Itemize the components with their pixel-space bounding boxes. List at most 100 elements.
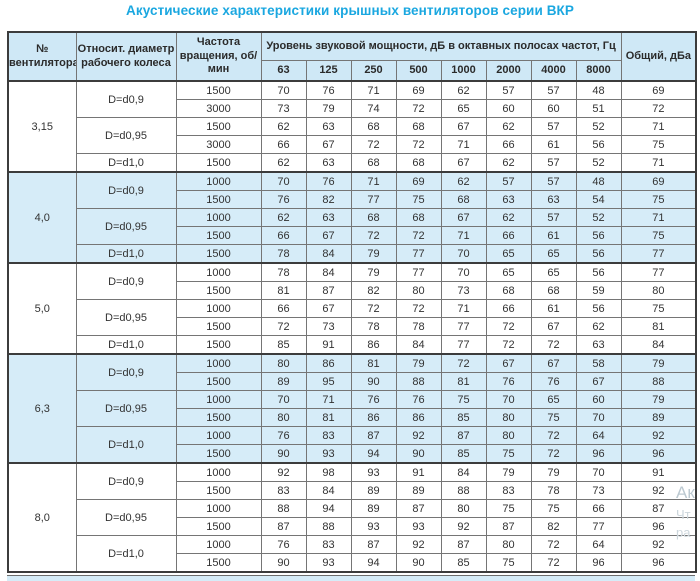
sound-level-cell: 85 xyxy=(440,444,487,464)
col-header-diameter: Относит. диаметр рабочего колеса xyxy=(75,31,177,82)
diameter-cell: D=d1,0 xyxy=(75,153,177,173)
sound-level-cell: 73 xyxy=(440,281,487,300)
diameter-cell: D=d0,95 xyxy=(75,117,177,154)
sound-level-cell: 93 xyxy=(305,553,352,573)
table-row: D=d1,0 1500 85 91 86 84 77 72 72 63 84 xyxy=(8,335,697,355)
total-level-cell: 80 xyxy=(620,281,697,300)
freq-header-cell: 4000 xyxy=(530,60,577,82)
sound-level-cell: 68 xyxy=(395,208,442,227)
sound-level-cell: 67 xyxy=(530,353,577,373)
sound-level-cell: 82 xyxy=(305,190,352,209)
sound-level-cell: 83 xyxy=(305,535,352,554)
rpm-cell: 1000 xyxy=(175,390,262,409)
sound-level-cell: 83 xyxy=(260,481,307,500)
sound-level-cell: 78 xyxy=(350,317,397,336)
sound-level-cell: 77 xyxy=(395,262,442,282)
fan-number-cell: 3,15 xyxy=(7,80,77,173)
sound-level-cell: 80 xyxy=(260,353,307,373)
table-row: 8,0 D=d0,9 1000 92 98 93 91 84 79 79 70 91 xyxy=(7,462,697,573)
sound-level-cell: 71 xyxy=(305,390,352,409)
sound-level-cell: 84 xyxy=(305,262,352,282)
sound-level-cell: 67 xyxy=(305,299,352,318)
sound-level-cell: 88 xyxy=(395,372,442,391)
rpm-cell: 1000 xyxy=(175,208,262,227)
sound-level-cell: 84 xyxy=(395,335,442,355)
sound-level-cell: 82 xyxy=(530,517,577,536)
table-row: 1500 72 73 78 78 77 72 67 62 81 xyxy=(8,317,697,336)
sound-level-cell: 63 xyxy=(305,208,352,227)
col-header-rpm: Частота вращения, об/мин xyxy=(175,31,262,82)
table-row: 1500 90 93 94 90 85 75 72 96 96 xyxy=(8,553,697,573)
sound-level-cell: 83 xyxy=(305,426,352,445)
sound-level-cell: 63 xyxy=(485,190,532,209)
diameter-cell: D=d1,0 xyxy=(75,426,177,464)
table-row: D=d1,0 1500 78 84 79 77 70 65 65 56 77 xyxy=(8,244,697,264)
freq-header-cell: 125 xyxy=(305,60,352,82)
sound-level-cell: 48 xyxy=(575,171,622,191)
sound-level-cell: 78 xyxy=(260,244,307,264)
sound-level-cell: 75 xyxy=(485,499,532,518)
sound-level-cell: 80 xyxy=(485,408,532,427)
sound-level-cell: 63 xyxy=(305,153,352,173)
sound-level-cell: 84 xyxy=(305,244,352,264)
rpm-cell: 1000 xyxy=(175,299,262,318)
freq-header-cell: 250 xyxy=(350,60,397,82)
diameter-cell: D=d0,95 xyxy=(75,499,177,536)
table-row: 3,15 D=d0,9 1500 70 76 71 69 62 57 57 48 69 xyxy=(7,80,697,173)
sound-level-cell: 52 xyxy=(575,153,622,173)
sound-level-cell: 57 xyxy=(530,208,577,227)
sound-level-cell: 57 xyxy=(530,171,577,191)
sound-level-cell: 90 xyxy=(260,444,307,464)
rpm-cell: 1000 xyxy=(175,426,262,445)
sound-level-cell: 66 xyxy=(575,499,622,518)
sound-level-cell: 62 xyxy=(575,317,622,336)
sound-level-cell: 76 xyxy=(350,390,397,409)
sound-level-cell: 72 xyxy=(260,317,307,336)
sound-level-cell: 64 xyxy=(575,535,622,554)
page-title: Акустические характеристики крышных вент… xyxy=(125,3,574,18)
sound-level-cell: 72 xyxy=(350,135,397,154)
total-level-cell: 92 xyxy=(620,481,697,500)
total-level-cell: 69 xyxy=(620,80,697,100)
sound-level-cell: 86 xyxy=(395,408,442,427)
total-level-cell: 96 xyxy=(620,444,697,464)
sound-level-cell: 77 xyxy=(575,517,622,536)
sound-level-cell: 76 xyxy=(305,171,352,191)
total-level-cell: 75 xyxy=(620,190,697,209)
cut-off-next-table-row xyxy=(7,575,695,581)
sound-level-cell: 93 xyxy=(305,444,352,464)
sound-level-cell: 75 xyxy=(485,553,532,573)
sound-level-cell: 61 xyxy=(530,299,577,318)
diameter-cell: D=d0,95 xyxy=(75,299,177,336)
table-row: 3000 66 67 72 72 71 66 61 56 75 xyxy=(8,135,697,154)
total-level-cell: 75 xyxy=(620,135,697,154)
diameter-cell: D=d0,9 xyxy=(75,353,177,391)
sound-level-cell: 80 xyxy=(395,281,442,300)
sound-level-cell: 67 xyxy=(485,353,532,373)
diameter-cell: D=d1,0 xyxy=(75,535,177,573)
sound-level-cell: 69 xyxy=(395,80,442,100)
sound-level-cell: 76 xyxy=(260,426,307,445)
sound-level-cell: 93 xyxy=(395,517,442,536)
sound-level-cell: 75 xyxy=(395,190,442,209)
rpm-cell: 1000 xyxy=(175,171,262,191)
sound-level-cell: 63 xyxy=(575,335,622,355)
sound-level-cell: 52 xyxy=(575,208,622,227)
sound-level-cell: 78 xyxy=(395,317,442,336)
rpm-cell: 1500 xyxy=(175,372,262,391)
table-row: D=d1,0 1000 76 83 87 92 87 80 72 64 92 xyxy=(8,426,697,464)
table-row: 4,0 D=d0,9 1000 70 76 71 69 62 57 57 48 69 xyxy=(7,171,697,264)
sound-level-cell: 66 xyxy=(260,135,307,154)
sound-level-cell: 80 xyxy=(485,535,532,554)
diameter-cell: D=d0,9 xyxy=(75,171,177,209)
acoustic-characteristics-table: № вентилятора Относит. диаметр рабочего … xyxy=(7,31,698,573)
sound-level-cell: 85 xyxy=(440,553,487,573)
sound-level-cell: 72 xyxy=(530,553,577,573)
diameter-cell: D=d0,9 xyxy=(75,80,177,118)
table-row: 5,0 D=d0,9 1000 78 84 79 77 70 65 65 56 77 xyxy=(7,262,697,355)
sound-level-cell: 62 xyxy=(485,153,532,173)
rpm-cell: 1500 xyxy=(175,153,262,173)
sound-level-cell: 87 xyxy=(260,517,307,536)
sound-level-cell: 76 xyxy=(485,372,532,391)
sound-level-cell: 70 xyxy=(260,80,307,100)
